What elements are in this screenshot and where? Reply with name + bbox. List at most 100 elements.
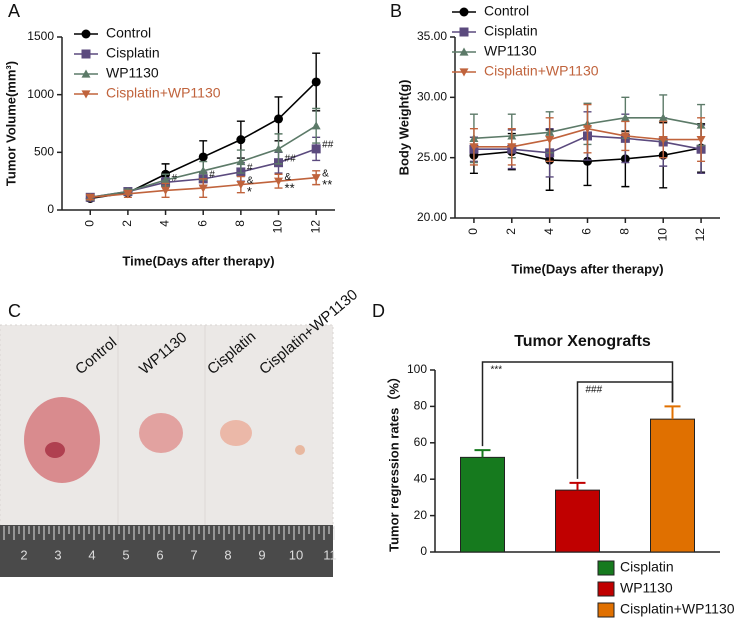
legend-label: WP1130: [106, 65, 159, 81]
bar: [650, 418, 695, 553]
annotation: ##: [285, 153, 297, 164]
legend-label: WP1130: [484, 43, 537, 59]
marker: [81, 29, 91, 39]
marker: [583, 125, 592, 134]
bar: [460, 456, 505, 553]
cloth-texture: [0, 324, 334, 531]
x-axis-label: Time(Days after therapy): [122, 253, 274, 268]
tumor: [220, 420, 252, 446]
y-tick-label: 100: [407, 362, 427, 376]
bar: [555, 489, 600, 553]
tumor: [295, 445, 305, 455]
comparison-label: ***: [491, 365, 503, 376]
marker: [311, 121, 321, 130]
panel-label: D: [372, 301, 385, 321]
marker: [311, 77, 321, 87]
legend-swatch: [597, 581, 615, 597]
legend-label: WP1130: [620, 580, 673, 596]
chart-title: Tumor Xenografts: [514, 333, 651, 350]
marker: [620, 113, 630, 122]
ruler-number: 11: [323, 547, 337, 562]
annotation: #: [209, 170, 215, 181]
ruler-number: 2: [20, 547, 27, 562]
marker: [469, 143, 479, 152]
x-tick-label: 8: [618, 228, 632, 235]
x-tick-label: 8: [233, 220, 247, 227]
x-tick-label: 6: [580, 228, 594, 235]
x-tick-label: 2: [504, 228, 518, 235]
panel-label: B: [390, 1, 402, 21]
error-bar: [569, 481, 586, 491]
ruler-number: 5: [122, 547, 129, 562]
panel-label: C: [8, 301, 21, 321]
comparison-bracket: [576, 381, 674, 479]
ruler-number: 9: [258, 547, 265, 562]
marker: [274, 144, 284, 153]
ruler-number: 10: [289, 547, 303, 562]
marker: [236, 135, 246, 145]
legend-label: Control: [484, 3, 529, 19]
ruler-number: 4: [88, 547, 95, 562]
x-tick-label: 12: [693, 228, 707, 242]
comparison-label: ###: [586, 385, 603, 396]
ruler-ticks: [3, 526, 335, 540]
ruler-number: 3: [54, 547, 61, 562]
y-tick-label: 500: [34, 145, 54, 159]
annotation: &: [322, 168, 329, 179]
y-axis-label: Body Weight(g): [396, 80, 411, 176]
y-tick-label: 80: [414, 399, 428, 413]
marker: [81, 49, 91, 59]
tumor-spot: [45, 442, 65, 458]
marker: [274, 114, 284, 124]
legend-swatch: [597, 560, 615, 576]
y-axis-label: Tumor regression rates（%）: [386, 370, 401, 552]
ruler-number: 6: [156, 547, 163, 562]
error-bar: [664, 405, 681, 420]
marker: [545, 135, 555, 145]
x-tick-label: 2: [120, 220, 134, 227]
error-bar: [474, 449, 491, 458]
y-tick-label: 0: [420, 544, 427, 558]
annotation: &: [247, 175, 254, 186]
annotation: ##: [322, 140, 334, 151]
annotation: **: [285, 181, 295, 196]
y-tick-label: 40: [414, 471, 428, 485]
marker: [198, 184, 208, 193]
y-tick-label: 20: [414, 508, 428, 522]
marker: [81, 90, 91, 99]
x-axis-label: Time(Days after therapy): [511, 261, 663, 276]
marker: [583, 156, 592, 166]
x-tick-label: 6: [195, 220, 209, 227]
x-tick-label: 4: [158, 220, 172, 227]
y-tick-label: 1000: [27, 87, 54, 101]
marker: [274, 177, 284, 186]
marker: [85, 193, 95, 202]
y-tick-label: 20.00: [417, 210, 447, 224]
marker: [236, 181, 246, 190]
y-tick-label: 30.00: [417, 90, 447, 104]
legend-label: Cisplatin+WP1130: [484, 63, 599, 79]
marker: [658, 113, 668, 122]
y-tick-label: 60: [414, 435, 428, 449]
y-axis-label: Tumor Volume(mm³): [3, 61, 18, 186]
marker: [161, 186, 171, 195]
marker: [658, 135, 668, 145]
legend-label: Cisplatin: [484, 23, 538, 39]
legend-label: Cisplatin+WP1130: [620, 601, 735, 617]
x-tick-label: 4: [542, 228, 556, 235]
annotation: &: [285, 172, 292, 183]
ruler: [0, 525, 333, 577]
annotation: **: [322, 177, 332, 192]
tumor: [24, 397, 100, 483]
marker: [161, 175, 171, 184]
annotation: #: [247, 163, 253, 174]
marker: [459, 7, 469, 17]
x-tick-label: 10: [655, 228, 669, 242]
ruler-number: 8: [224, 547, 231, 562]
legend-label: Cisplatin: [620, 559, 674, 575]
y-tick-label: 0: [47, 202, 54, 216]
marker: [696, 135, 706, 145]
x-tick-label: 10: [271, 220, 285, 234]
x-tick-label: 12: [308, 220, 322, 234]
